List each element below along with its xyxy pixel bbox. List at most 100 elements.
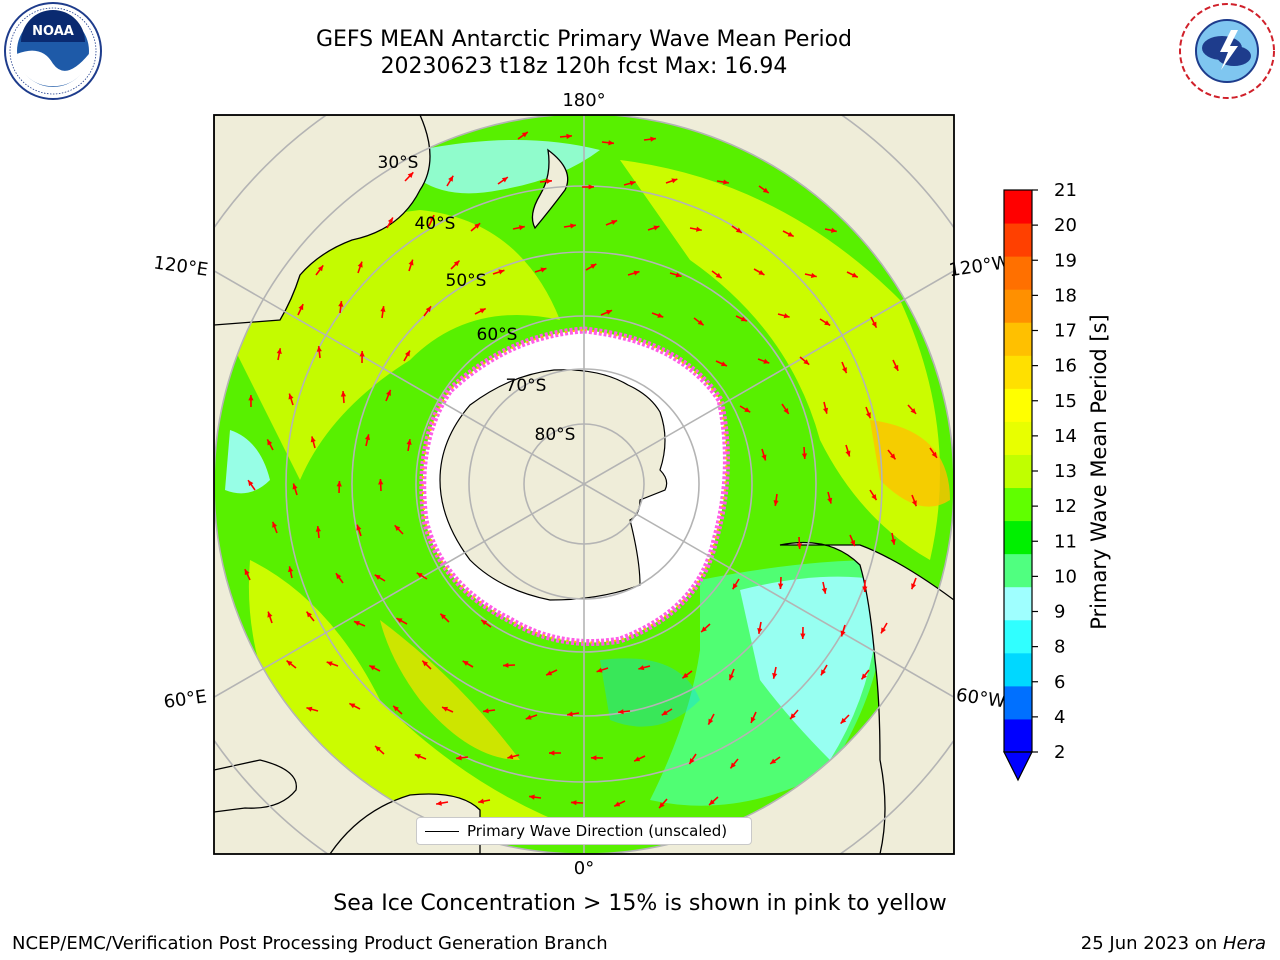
wave-arrow-head bbox=[326, 661, 333, 667]
colorbar-segment bbox=[1004, 355, 1032, 389]
lon-label-60w: 60°W bbox=[955, 685, 1007, 713]
wave-arrow-head bbox=[732, 583, 738, 590]
wave-arrow-head bbox=[349, 703, 356, 709]
wave-arrow-head bbox=[790, 713, 796, 720]
colorbar-tick-label: 11 bbox=[1054, 531, 1077, 552]
wave-arrow-head bbox=[474, 223, 481, 229]
colorbar-segment bbox=[1004, 586, 1032, 621]
wave-arrow-head bbox=[657, 312, 664, 318]
wave-arrow-head bbox=[272, 521, 278, 528]
wave-arrow-head bbox=[865, 412, 871, 419]
lon-label-120w: 120°W bbox=[947, 252, 1011, 281]
colorbar-tick-label: 15 bbox=[1054, 391, 1077, 412]
wave-arrow-head bbox=[267, 611, 273, 618]
colorbar-segment bbox=[1004, 652, 1032, 687]
wave-arrow-head bbox=[911, 500, 917, 507]
wave-arrow-head bbox=[456, 755, 462, 761]
wave-arrow-head bbox=[840, 717, 847, 724]
colorbar-tick-label: 12 bbox=[1054, 496, 1077, 517]
wave-arrow-head bbox=[448, 175, 454, 182]
wave-arrow-head bbox=[338, 301, 344, 307]
wave-arrow-head bbox=[633, 270, 640, 276]
wave-arrow-head bbox=[478, 798, 485, 804]
lat-label-30s: 30°S bbox=[378, 153, 419, 173]
noaa-logo-text: NOAA bbox=[32, 24, 74, 39]
wave-arrow-head bbox=[823, 407, 829, 414]
wave-arrow-head bbox=[571, 800, 577, 806]
wave-arrow-head bbox=[335, 573, 342, 580]
wave-arrow-head bbox=[744, 407, 751, 413]
wave-arrow-head bbox=[436, 800, 442, 806]
wave-arrow-head bbox=[596, 667, 603, 673]
wave-arrow-head bbox=[298, 304, 304, 311]
wave-arrow-head bbox=[800, 633, 806, 639]
legend-text: Primary Wave Direction (unscaled) bbox=[467, 822, 728, 840]
colorbar-tick-label: 19 bbox=[1054, 250, 1077, 271]
wave-arrow-head bbox=[762, 187, 769, 194]
caption: Sea Ice Concentration > 15% is shown in … bbox=[333, 891, 947, 916]
colorbar-segment bbox=[1004, 388, 1032, 422]
wave-arrow-head bbox=[618, 709, 624, 715]
wave-arrow-head bbox=[248, 480, 254, 487]
wave-arrow-head bbox=[340, 391, 347, 397]
wave-arrow-head bbox=[549, 750, 555, 756]
wave-arrow-head bbox=[720, 361, 727, 367]
colorbar-tick-label: 16 bbox=[1054, 356, 1077, 377]
wave-arrow-head bbox=[315, 526, 321, 532]
colorbar-segment bbox=[1004, 421, 1032, 455]
wave-arrow-head bbox=[501, 177, 508, 183]
wave-direction-arrows bbox=[244, 131, 938, 809]
wave-arrow-head bbox=[723, 179, 729, 185]
wave-arrow-head bbox=[796, 543, 803, 549]
wave-arrow-head bbox=[503, 662, 509, 668]
wave-arrow-head bbox=[634, 756, 641, 762]
wave-arrow-head bbox=[567, 711, 573, 717]
wave-arrow-head bbox=[729, 674, 734, 681]
colorbar-segment bbox=[1004, 322, 1032, 356]
wave-arrow-head bbox=[773, 500, 779, 506]
colorbar-segment bbox=[1004, 520, 1032, 555]
wave-arrow-head bbox=[783, 408, 789, 414]
colorbar-segment bbox=[1004, 553, 1032, 588]
wave-arrow-head bbox=[310, 436, 316, 443]
wave-arrow-head bbox=[827, 497, 833, 504]
wave-arrow-head bbox=[414, 754, 421, 759]
colorbar-tick-label: 20 bbox=[1054, 215, 1077, 236]
wave-arrow-head bbox=[735, 227, 742, 233]
wave-arrow-head bbox=[689, 758, 695, 765]
footer-credit: NCEP/EMC/Verification Post Processing Pr… bbox=[12, 933, 608, 954]
wave-arrow-head bbox=[629, 180, 636, 186]
wave-arrow-head bbox=[871, 321, 877, 328]
wave-arrow-head bbox=[288, 393, 294, 400]
colorbar-tick-label: 4 bbox=[1054, 707, 1065, 728]
wave-arrow-head bbox=[336, 481, 342, 487]
wave-arrow-head bbox=[570, 223, 576, 229]
wave-arrow-head bbox=[525, 714, 532, 720]
wave-arrow-head bbox=[606, 310, 613, 315]
wave-arrow-head bbox=[540, 267, 547, 273]
wave-arrow-head bbox=[821, 587, 827, 594]
lon-label-0: 0° bbox=[574, 858, 594, 879]
colorbar-tick-label: 8 bbox=[1054, 637, 1065, 658]
wave-arrow-head bbox=[453, 260, 460, 267]
footer-machine: Hera bbox=[1222, 933, 1266, 954]
wave-arrow-head bbox=[850, 540, 856, 547]
wave-arrow-head bbox=[881, 627, 886, 634]
wave-arrow-head bbox=[286, 660, 293, 666]
wave-arrow-head bbox=[845, 450, 851, 457]
wave-arrow-head bbox=[406, 439, 412, 445]
colorbar-segment bbox=[1004, 190, 1032, 224]
lon-label-180: 180° bbox=[562, 90, 605, 111]
wave-arrow-head bbox=[364, 434, 371, 441]
wave-arrow-head bbox=[407, 172, 414, 179]
wave-arrow-head bbox=[824, 320, 831, 326]
wave-arrow-head bbox=[356, 524, 362, 531]
lon-label-60e: 60°E bbox=[162, 686, 208, 713]
wave-arrow-head bbox=[608, 140, 614, 146]
wave-arrow-head bbox=[708, 718, 714, 725]
chart-subtitle: 20230623 t18z 120h fcst Max: 16.94 bbox=[380, 54, 788, 79]
wave-arrow-head bbox=[386, 389, 391, 396]
colorbar-segment bbox=[1004, 256, 1032, 290]
wave-arrow-head bbox=[871, 494, 877, 501]
